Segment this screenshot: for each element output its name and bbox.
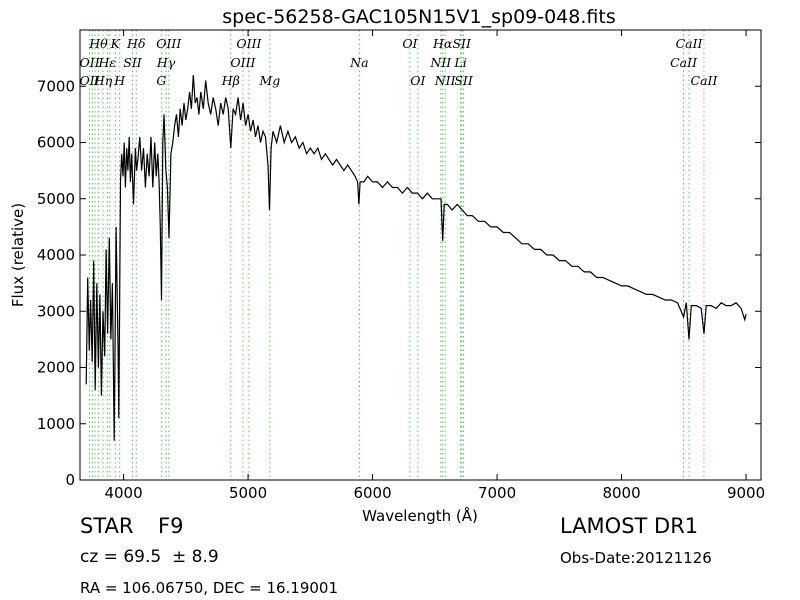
line-label: NII <box>434 73 457 88</box>
line-label: OIII <box>230 55 256 70</box>
line-label: OIII <box>236 36 262 51</box>
line-label: Hε <box>97 55 116 70</box>
line-label: CaII <box>670 55 698 70</box>
line-label: SII <box>452 36 472 51</box>
line-label: Hδ <box>126 36 145 51</box>
survey-label: LAMOST DR1 <box>560 514 699 538</box>
line-label: CaII <box>676 36 704 51</box>
line-label: Mg <box>258 73 280 88</box>
y-tick-label: 4000 <box>37 246 75 264</box>
coordinates-readout: RA = 106.06750, DEC = 16.19001 <box>80 579 339 597</box>
spectrum-line <box>85 74 747 441</box>
x-tick-label: 4000 <box>104 484 142 502</box>
object-class: STAR <box>80 514 134 538</box>
x-axis-label: Wavelength (Å) <box>362 506 478 525</box>
line-label: Hθ <box>88 36 108 51</box>
y-axis-ticks: 0 1000 2000 3000 4000 5000 6000 7000 <box>37 77 761 489</box>
y-tick-label: 6000 <box>37 134 75 152</box>
line-label: Hβ <box>221 73 240 88</box>
line-label: H <box>113 73 126 88</box>
line-labels: OIIOIIHθHηHεKHSIIHδGHγOIIIHβOIIIOIIIMgNa… <box>80 36 719 88</box>
line-label: G <box>156 73 166 88</box>
x-tick-label: 9000 <box>727 484 765 502</box>
line-label: OIII <box>156 36 182 51</box>
line-label: Na <box>349 55 368 70</box>
line-label: Hα <box>432 36 453 51</box>
line-label: Li <box>453 55 466 70</box>
y-tick-label: 3000 <box>37 302 75 320</box>
observation-date: Obs-Date:20121126 <box>560 549 712 567</box>
line-label: SII <box>454 73 474 88</box>
x-tick-label: 8000 <box>602 484 640 502</box>
y-axis-label: Flux (relative) <box>9 203 27 307</box>
line-label: Hη <box>93 73 113 88</box>
plot-frame <box>79 29 762 481</box>
object-subclass: F9 <box>158 514 184 538</box>
reference-lines <box>89 30 705 480</box>
line-label: Hγ <box>156 55 176 70</box>
line-label: K <box>110 36 121 51</box>
y-tick-label: 5000 <box>37 190 75 208</box>
x-tick-label: 6000 <box>353 484 391 502</box>
x-tick-label: 7000 <box>478 484 516 502</box>
redshift-readout: cz = 69.5 ± 8.9 <box>80 547 219 567</box>
line-label: OII <box>80 73 101 88</box>
y-tick-label: 0 <box>65 471 75 489</box>
y-tick-label: 2000 <box>37 359 75 377</box>
line-label: OI <box>410 73 426 88</box>
y-tick-label: 7000 <box>37 77 75 95</box>
line-label: OI <box>402 36 418 51</box>
line-label: OII <box>80 55 101 70</box>
y-tick-label: 1000 <box>37 415 75 433</box>
line-label: CaII <box>691 73 719 88</box>
line-label: NII <box>429 55 452 70</box>
chart-title: spec-56258-GAC105N15V1_sp09-048.fits <box>222 6 615 28</box>
x-tick-label: 5000 <box>229 484 267 502</box>
line-label: SII <box>123 55 143 70</box>
x-axis-ticks: 4000 5000 6000 7000 8000 9000 <box>104 30 765 502</box>
